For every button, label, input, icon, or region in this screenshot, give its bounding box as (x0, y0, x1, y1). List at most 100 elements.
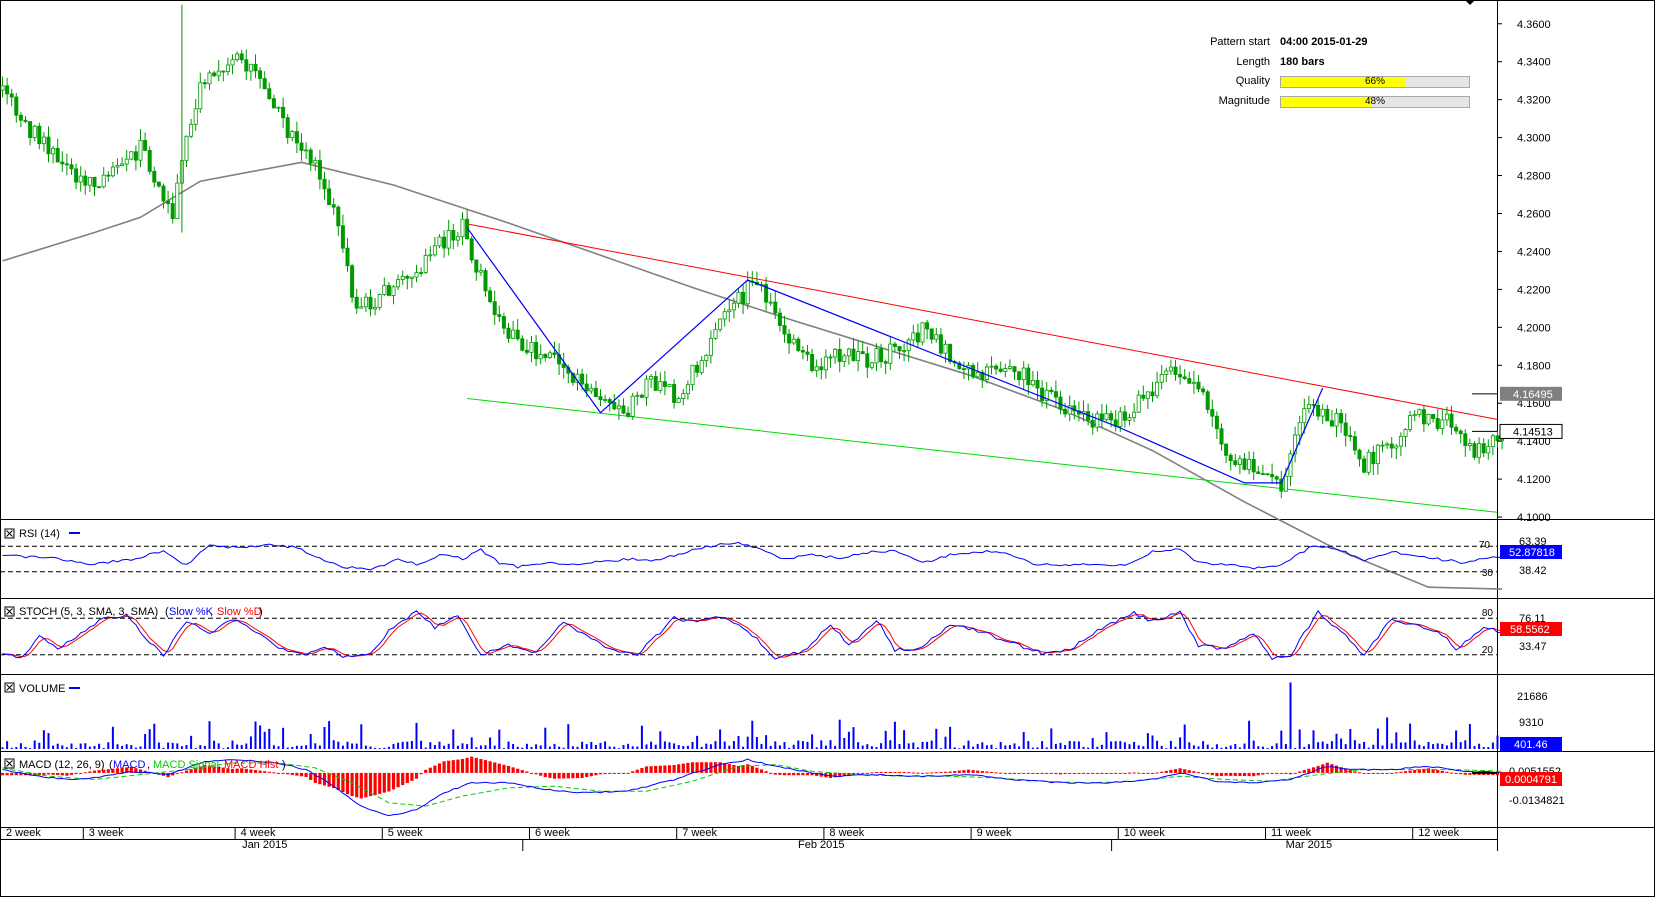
candle-body (276, 106, 281, 109)
macd-hist-bar (957, 770, 961, 773)
macd-hist-bar (437, 763, 442, 773)
magnitude-percent: 48% (1364, 95, 1385, 107)
candle-body (1099, 413, 1104, 420)
macd-hist-bar (1077, 772, 1081, 774)
macd-hist-bar (295, 772, 299, 776)
candle-body (1343, 422, 1348, 436)
macd-hist-bar (258, 770, 262, 773)
macd-hist-bar (483, 760, 488, 773)
macd-hist-bar (1394, 772, 1398, 774)
macd-panel: MACD (12, 26, 9) (MACD, MACD Signal, MACD… (0, 756, 1504, 817)
candle-body (929, 328, 934, 340)
macd-hist-bar (212, 766, 216, 773)
candle-body (258, 70, 263, 80)
macd-hist-bar (925, 772, 929, 774)
week-label: 8 week (829, 827, 864, 839)
candle-body (147, 150, 152, 172)
candle-body (497, 314, 502, 317)
macd-hist-bar (313, 772, 317, 783)
price-tick-label: 4.1000 (1517, 512, 1551, 524)
macd-hist-bar (1279, 772, 1283, 774)
candle-body (1421, 409, 1426, 425)
candle-body (639, 394, 644, 398)
candle-body (511, 329, 516, 339)
macd-hist-bar (203, 765, 207, 773)
pattern-start-label: Pattern start (1210, 36, 1270, 48)
macd-hist-bar (943, 771, 948, 773)
macd-hist-bar (1045, 772, 1049, 774)
candle-body (5, 85, 10, 95)
resistance-line (467, 223, 1498, 420)
candle-body (980, 371, 985, 380)
macd-hist-bar (575, 772, 580, 779)
week-label: 9 week (977, 827, 1012, 839)
candle-body (294, 131, 299, 144)
candle-body (570, 372, 575, 383)
candle-body (603, 399, 608, 401)
candle-body (281, 106, 286, 119)
candle-body (1118, 411, 1123, 427)
macd-hist-bar (230, 768, 235, 773)
macd-hist-bar (322, 772, 327, 786)
macd-hist-bar (456, 759, 460, 773)
macd-hist-bar (382, 772, 386, 793)
candle-body (1104, 413, 1109, 420)
macd-hist-bar (585, 772, 589, 778)
candle-body (1159, 373, 1164, 383)
candle-body (1339, 413, 1344, 424)
candle-body (221, 70, 226, 73)
candle-body (138, 139, 143, 161)
candle-body (143, 139, 148, 151)
candle-body (1458, 430, 1463, 435)
price-tick-label: 4.1400 (1517, 436, 1551, 448)
stoch-legend-d: Slow %D (217, 606, 262, 618)
candle-body (267, 88, 272, 100)
candle-body (621, 405, 626, 414)
candle-body (791, 338, 796, 344)
candle-body (777, 312, 782, 326)
macd-hist-bar (1256, 772, 1260, 776)
macd-hist-bar (1417, 769, 1421, 773)
macd-hist-bar (506, 765, 511, 773)
macd-hist-bar (525, 771, 529, 773)
price-tick-label: 4.1200 (1517, 474, 1551, 486)
macd-hist-bar (1371, 772, 1375, 774)
candle-body (888, 343, 893, 364)
candle-body (419, 272, 424, 274)
macd-hist-bar (1146, 772, 1150, 774)
macd-hist-bar (97, 770, 101, 773)
candle-body (1150, 391, 1155, 397)
macd-hist-bar (1132, 772, 1136, 774)
macd-hist-bar (1192, 771, 1196, 773)
candle-body (1214, 415, 1219, 430)
macd-hist-bar (157, 772, 161, 775)
candle-body (782, 325, 787, 335)
candle-body (216, 70, 221, 77)
macd-hist-bar (1086, 772, 1090, 774)
macd-hist-bar (1293, 772, 1297, 774)
candle-body (713, 328, 718, 339)
candle-body (1256, 471, 1261, 474)
candle-body (1477, 443, 1482, 458)
current-price-box (1499, 423, 1563, 439)
candle-body (842, 355, 847, 362)
candle-body (704, 354, 709, 361)
macd-hist-bar (180, 772, 184, 774)
candle-body (892, 343, 897, 347)
macd-hist-bar (65, 772, 69, 776)
macd-hist-bar (805, 772, 810, 776)
macd-hist-bar (1233, 772, 1237, 776)
candle-body (120, 163, 125, 166)
macd-hist-bar (562, 772, 566, 779)
length-value: 180 bars (1280, 55, 1325, 68)
candle-body (1164, 370, 1169, 375)
candle-body (1178, 374, 1183, 378)
price-tick-label: 4.1800 (1517, 360, 1551, 372)
candle-body (1325, 408, 1330, 422)
macd-hist-bar (290, 772, 294, 775)
macd-hist-bar (60, 772, 64, 776)
candle-body (787, 333, 792, 344)
candle-body (543, 354, 548, 358)
macd-hist-bar (1408, 770, 1412, 773)
macd-hist-bar (755, 767, 759, 773)
